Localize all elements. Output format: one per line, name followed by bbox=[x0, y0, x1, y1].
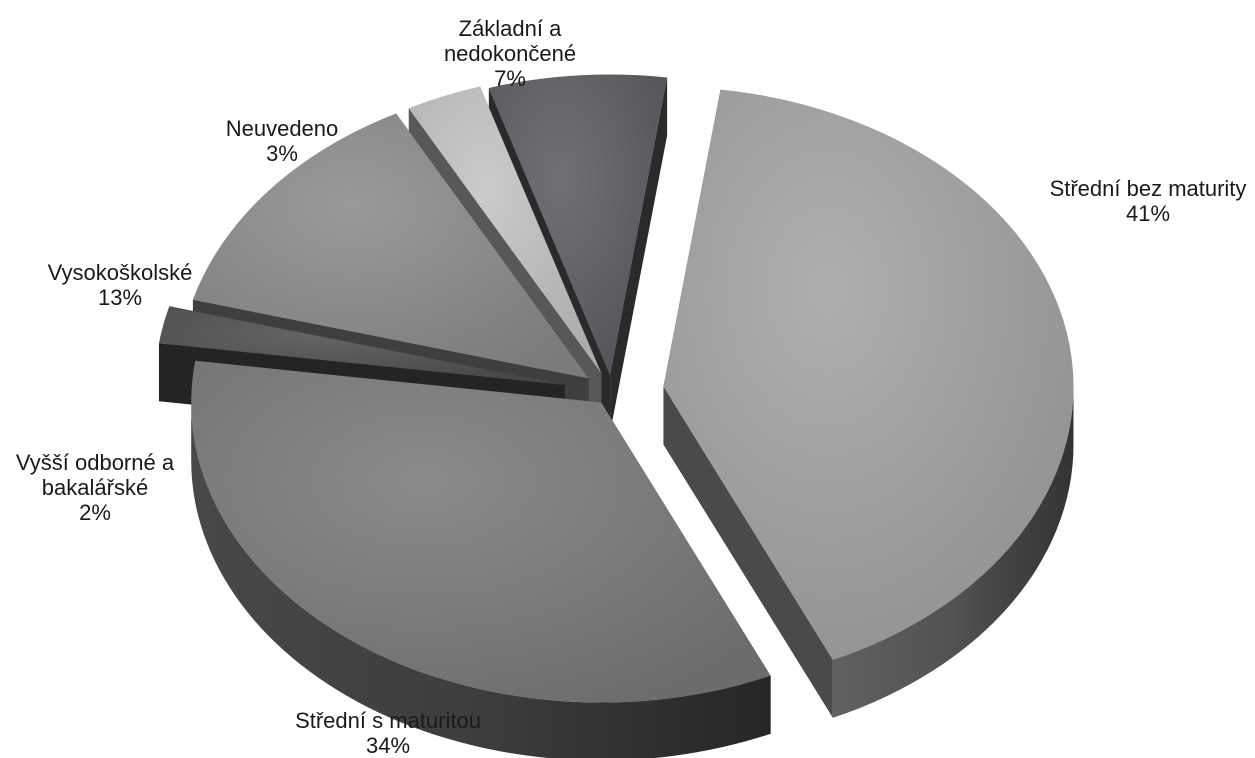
slice-label: Vysokoškolské 13% bbox=[48, 260, 193, 310]
slice-rim-shade bbox=[832, 386, 1074, 718]
slice-label: Střední s maturitou 34% bbox=[295, 708, 481, 758]
pie-slice-shade bbox=[191, 360, 771, 703]
slice-value-label: 41% bbox=[1126, 201, 1170, 226]
pie-slice-shade bbox=[408, 86, 602, 374]
slice-wall bbox=[610, 77, 668, 433]
slice-label: Neuvedeno 3% bbox=[226, 116, 339, 166]
slice-category-label: Základní a bbox=[459, 16, 562, 41]
slice-label: Vyšší odborné a bakalářské 2% bbox=[16, 450, 175, 525]
slice-tops bbox=[158, 74, 1074, 703]
slice-rim-shade bbox=[191, 402, 771, 758]
slice-label: Základní a nedokončené 7% bbox=[444, 16, 576, 91]
slice-category-label: Střední s maturitou bbox=[295, 708, 481, 733]
slice-category-label: Vyšší odborné a bbox=[16, 450, 175, 475]
slice-category-label: Vysokoškolské bbox=[48, 260, 193, 285]
slice-value-label: 7% bbox=[494, 66, 526, 91]
slice-value-label: 2% bbox=[79, 500, 111, 525]
pie-slice-shade bbox=[663, 89, 1074, 660]
slice-category-label: nedokončené bbox=[444, 41, 576, 66]
slice-label: Střední bez maturity 41% bbox=[1050, 176, 1247, 226]
pie-slice-shade bbox=[158, 306, 565, 385]
slice-value-label: 13% bbox=[98, 285, 142, 310]
slice-wall bbox=[663, 386, 833, 718]
slice-value-label: 3% bbox=[266, 141, 298, 166]
pie-slice-shade bbox=[488, 74, 668, 375]
slice-category-label: bakalářské bbox=[42, 475, 148, 500]
pie-slice-shade bbox=[192, 113, 589, 379]
slice-labels: Střední bez maturity 41% Střední s maturit… bbox=[16, 16, 1247, 758]
slice-value-label: 34% bbox=[366, 733, 410, 758]
slice-category-label: Neuvedeno bbox=[226, 116, 339, 141]
slice-category-label: Střední bez maturity bbox=[1050, 176, 1247, 201]
